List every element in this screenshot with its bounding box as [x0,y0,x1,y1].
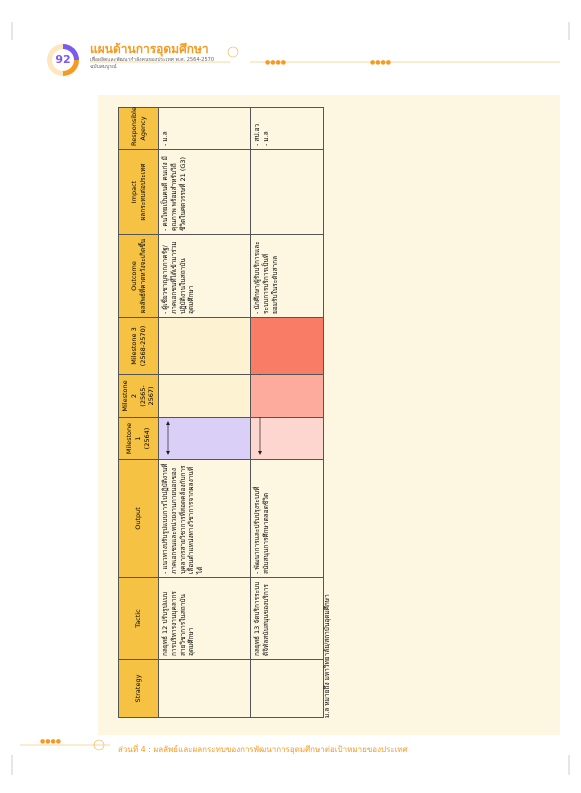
table-cell: - นักศึกษา/ผู้รับบริการและระบบการบริการเ… [250,234,324,318]
table-header: Output [118,459,159,578]
header-subtitle: เพื่อผลิตและพัฒนากำลังคนของประเทศ พ.ศ. 2… [90,57,215,63]
milestone-cell [158,374,251,418]
header-title: แผนด้านการอุดมศึกษา [90,42,209,56]
svg-text:●●●●: ●●●● [265,59,286,66]
svg-text:●●●●: ●●●● [370,59,391,66]
milestone-cell [158,417,251,460]
table-cell: - แนวทางปรับรูปแบบการไปปฏิบัติงานที่ภาคเ… [158,459,251,578]
table-cell [250,149,324,235]
table-wrap: Strategy Tactic Output Milestone 1 (2564) Mi… [118,107,324,718]
header-subtitle: ฉบับสมบูรณ์ [90,64,117,70]
table-cell: กลยุทธ์ 12 ปรับรูปแบบการบริหารงานบุคลากร… [158,577,251,660]
table-row: กลยุทธ์ 13 จัดบริการระบบดิจิทัลสนับสนุนข… [250,107,324,718]
milestone-cell [250,374,324,418]
timeline-arrow [166,421,171,455]
table-row: กลยุทธ์ 12 ปรับรูปแบบการบริหารงานบุคลากร… [158,107,251,718]
table-cell [250,659,324,718]
page-number: 92 [55,53,71,66]
table-header: Impact ผลกระทบต่อประเทศ [118,149,159,235]
table-cell: - คนไทยเป็นคนดี คนเก่ง มีคุณภาพ พร้อมสำห… [158,149,251,235]
milestone-cell [250,317,324,375]
table-cell: - สป.อว - ม.ล [250,107,324,150]
table-cell [158,659,251,718]
table-note: ม.ล หมายถึง มหาวิทยาลัย/สถาบันอุดมศึกษา [323,594,331,718]
table-header: Responsible Agency [118,107,159,150]
table-header: Strategy [118,659,159,718]
table: Strategy Tactic Output Milestone 1 (2564) Mi… [118,107,324,718]
table-header: Milestone 1 (2564) [118,417,159,460]
table-cell: - พัฒนาการและปรับปรุงระบบที่สนับสนุนการศ… [250,459,324,578]
milestone-cell [250,321,324,460]
svg-text:●●●●: ●●●● [40,738,61,745]
table-header: Milestone 3 (2568-2570) [118,317,159,375]
table-cell: กลยุทธ์ 13 จัดบริการระบบดิจิทัลสนับสนุนข… [250,577,324,660]
table-header: Milestone 2 (2565-2567) [118,374,159,418]
table-header: Outcome ผลลัพธ์ที่คาดหวังจะเกิดขึ้น [118,234,159,318]
footer: ส่วนที่ 4 : ผลลัพธ์และผลกระทบของการพัฒนา… [118,745,408,754]
milestone-cell [158,317,251,375]
table-cell: - ม.ล [158,107,251,150]
table-header: Tactic [118,577,159,660]
table-cell: - ผู้เชี่ยวชาญจากภาครัฐ/ภาคเอกชนที่ได้เข… [158,234,251,318]
